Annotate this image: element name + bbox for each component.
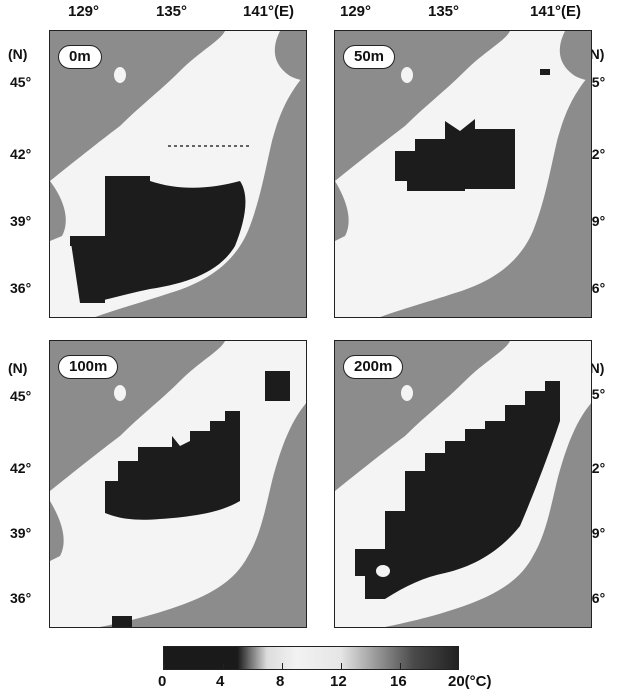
lat-label-45-top-left: 45° [10, 74, 32, 90]
map-panel-200m: 200m [334, 340, 592, 628]
lat-label-39-top-left: 39° [10, 213, 32, 229]
map-panel-50m: 50m [334, 30, 592, 318]
map-50m-graphic [335, 31, 591, 317]
colorbar-label-8: 8 [276, 673, 285, 690]
colorbar-tick-0 [164, 663, 165, 669]
depth-label-100m: 100m [58, 355, 119, 379]
colorbar-tick-8 [282, 663, 283, 669]
lon-label-141-right: 141°(E) [530, 3, 582, 20]
colorbar-tick-12 [341, 663, 342, 669]
colorbar-tick-16 [400, 663, 401, 669]
colorbar-label-16: 16 [390, 673, 407, 690]
colorbar-label-20: 20(°C) [448, 673, 492, 690]
map-100m-graphic [50, 341, 306, 627]
lat-label-39-bottom-left: 39° [10, 525, 32, 541]
lon-label-129-right: 129° [340, 3, 372, 20]
colorbar-label-0: 0 [158, 673, 167, 690]
lat-label-36-top-left: 36° [10, 280, 32, 296]
lon-label-141-left: 141°(E) [243, 3, 295, 20]
map-200m-graphic [335, 341, 591, 627]
lat-label-36-bottom-left: 36° [10, 590, 32, 606]
depth-label-50m: 50m [343, 45, 396, 69]
lon-label-135-right: 135° [428, 3, 460, 20]
lat-label-42-bottom-left: 42° [10, 460, 32, 476]
lat-unit-bottom-left: (N) [8, 360, 28, 376]
map-panel-100m: 100m [49, 340, 307, 628]
map-0m-graphic [50, 31, 306, 317]
colorbar-label-12: 12 [330, 673, 347, 690]
colorbar-label-4: 4 [216, 673, 225, 690]
colorbar-tick-4 [223, 663, 224, 669]
lat-label-42-top-left: 42° [10, 146, 32, 162]
map-panel-0m: 0m [49, 30, 307, 318]
lat-unit-top-left: (N) [8, 46, 28, 62]
lat-label-45-bottom-left: 45° [10, 388, 32, 404]
temperature-colorbar [163, 646, 459, 670]
lon-label-135-left: 135° [156, 3, 188, 20]
depth-label-200m: 200m [343, 355, 404, 379]
lon-label-129-left: 129° [68, 3, 100, 20]
depth-label-0m: 0m [58, 45, 102, 69]
